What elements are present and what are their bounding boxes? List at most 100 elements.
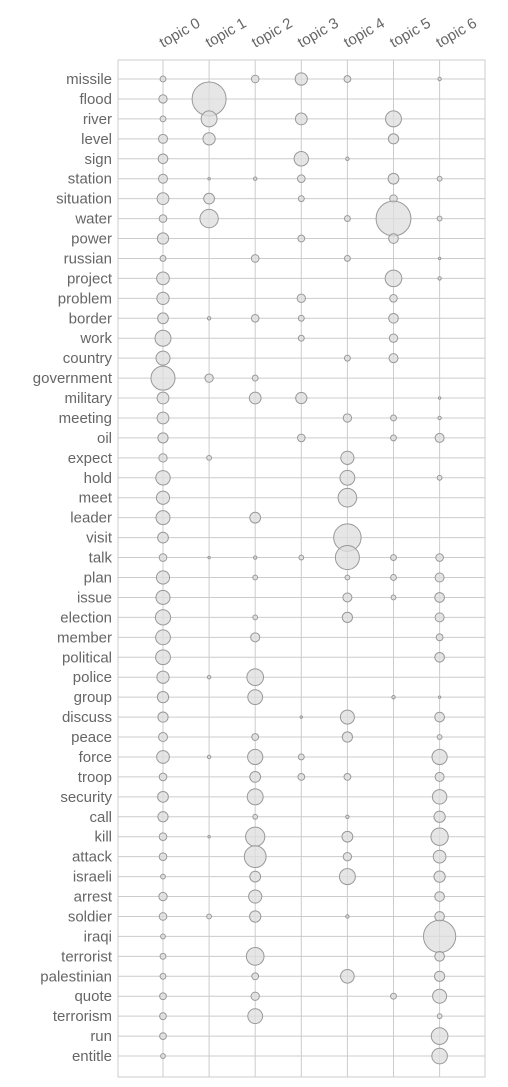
bubble-quote-topic6: [432, 988, 448, 1004]
term-label: station: [68, 171, 112, 188]
term-label: terrorism: [53, 1008, 112, 1025]
bubble-peace-topic6: [436, 734, 443, 740]
bubble-level-topic0: [158, 133, 168, 144]
bubble-political-topic0: [155, 649, 171, 666]
bubble-visit-topic0: [157, 531, 169, 544]
bubble-flood-topic0: [158, 94, 168, 104]
bubble-israeli-topic6: [433, 870, 446, 883]
bubble-situation-topic1: [203, 192, 215, 205]
term-label: russian: [64, 250, 112, 267]
topic-label: topic 2: [249, 15, 296, 52]
bubble-call-topic0: [157, 811, 169, 823]
bubble-plan-topic0: [155, 570, 171, 585]
bubble-border-topic5: [388, 312, 399, 324]
topic-label: topic 3: [295, 15, 342, 52]
bubble-military-topic6: [437, 396, 442, 400]
bubble-project-topic6: [437, 276, 442, 281]
label-layer: missile flood river level sign station situati…: [33, 15, 480, 1065]
bubble-layer: [150, 72, 457, 1065]
term-label: call: [89, 809, 112, 826]
bubble-force-topic3: [297, 753, 305, 761]
bubble-attack-topic4: [342, 852, 353, 862]
bubble-israeli-topic0: [160, 873, 166, 880]
bubble-arrest-topic6: [434, 891, 445, 902]
bubble-work-topic3: [297, 334, 305, 342]
bubble-station-topic2: [253, 176, 258, 181]
bubble-terrorism-topic0: [159, 1012, 167, 1021]
bubble-troop-topic0: [158, 772, 168, 782]
bubble-issue-topic5: [390, 594, 397, 601]
bubble-military-topic3: [295, 391, 308, 405]
bubble-discuss-topic3: [299, 715, 303, 719]
bubble-border-topic2: [250, 313, 260, 323]
bubble-arrest-topic2: [248, 889, 263, 904]
bubble-palestinian-topic6: [434, 970, 446, 982]
bubble-sign-topic3: [293, 151, 310, 167]
bubble-terrorist-topic2: [245, 947, 265, 966]
bubble-expect-topic4: [340, 450, 355, 465]
bubble-russian-topic2: [250, 254, 260, 263]
term-label: visit: [86, 530, 113, 547]
term-label: security: [60, 789, 112, 806]
term-label: peace: [71, 729, 112, 746]
bubble-river-topic5: [385, 110, 402, 128]
bubble-group-topic6: [437, 695, 442, 699]
term-label: problem: [58, 290, 112, 307]
bubble-station-topic3: [297, 174, 306, 183]
term-label: arrest: [74, 889, 113, 906]
term-label: force: [79, 749, 112, 766]
term-label: israeli: [73, 869, 112, 886]
bubble-talk-topic3: [298, 554, 305, 561]
bubble-kill-topic4: [341, 830, 354, 843]
term-label: hold: [84, 470, 112, 487]
bubble-call-topic4: [345, 814, 350, 819]
topic-label: topic 6: [433, 15, 480, 52]
bubble-talk-topic4: [334, 545, 360, 571]
bubble-entitle-topic0: [160, 1053, 166, 1059]
bubble-missile-topic0: [159, 75, 167, 83]
bubble-soldier-topic0: [158, 912, 168, 921]
bubble-member-topic0: [155, 629, 171, 646]
term-label: border: [69, 310, 112, 327]
term-label: run: [90, 1028, 112, 1045]
bubble-election-topic2: [252, 614, 259, 621]
bubble-security-topic2: [246, 788, 264, 806]
term-label: situation: [56, 191, 112, 208]
bubble-issue-topic4: [342, 592, 353, 603]
bubble-water-topic0: [158, 214, 168, 223]
term-label: troop: [78, 769, 112, 786]
bubble-election-topic4: [341, 611, 353, 623]
term-label: soldier: [68, 908, 112, 925]
term-label: police: [73, 669, 112, 686]
bubble-troop-topic2: [249, 771, 262, 783]
bubble-government-topic2: [251, 374, 259, 382]
bubble-project-topic0: [156, 271, 170, 286]
bubble-run-topic0: [159, 1032, 167, 1041]
bubble-attack-topic2: [243, 845, 267, 869]
term-label: expect: [68, 450, 113, 467]
term-label: power: [71, 231, 112, 248]
term-label: oil: [97, 430, 112, 447]
bubble-leader-topic0: [155, 510, 171, 526]
term-label: missile: [66, 71, 112, 88]
bubble-election-topic0: [154, 609, 172, 626]
bubble-israeli-topic4: [338, 868, 356, 886]
term-label: iraqi: [84, 928, 112, 945]
bubble-group-topic2: [247, 689, 264, 706]
term-label: government: [33, 370, 113, 387]
bubble-police-topic1: [206, 675, 212, 680]
bubble-power-topic3: [297, 234, 306, 243]
bubble-kill-topic0: [158, 832, 168, 842]
bubble-palestinian-topic4: [340, 969, 355, 984]
bubble-power-topic0: [156, 232, 170, 245]
bubble-member-topic2: [250, 632, 261, 643]
bubble-meeting-topic5: [390, 414, 397, 422]
bubble-call-topic2: [252, 813, 259, 820]
bubble-government-topic0: [150, 365, 176, 391]
bubble-problem-topic5: [389, 294, 398, 303]
bubble-peace-topic2: [251, 733, 260, 741]
bubble-talk-topic6: [435, 553, 444, 562]
bubble-meeting-topic6: [437, 415, 442, 421]
bubble-discuss-topic4: [339, 709, 355, 725]
bubble-israeli-topic2: [249, 870, 262, 883]
